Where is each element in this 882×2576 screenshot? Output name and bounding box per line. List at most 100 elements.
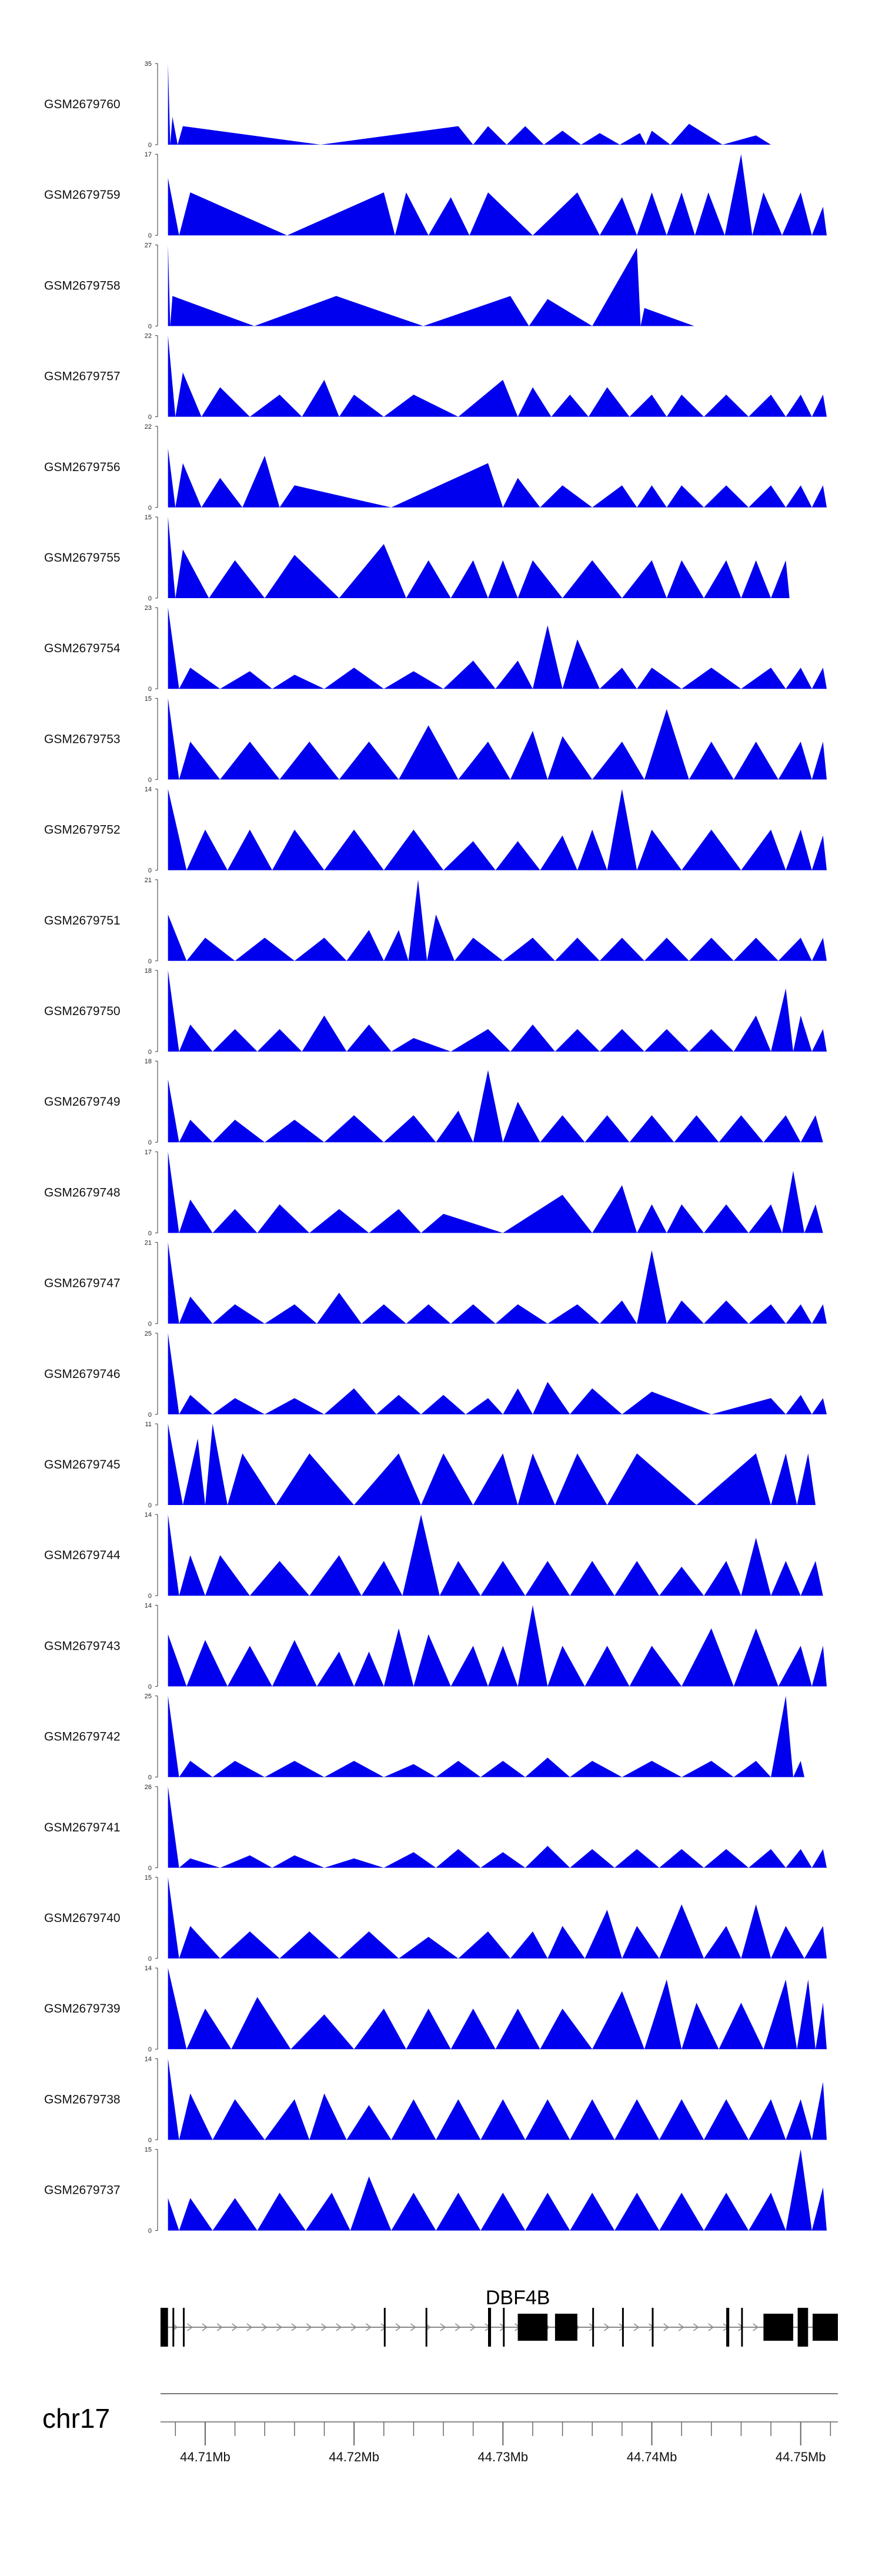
y-max-label: 22	[145, 333, 152, 340]
strand-arrow	[604, 2323, 610, 2331]
y-min-label: 0	[148, 505, 152, 512]
sample-label: GSM2679760	[44, 98, 121, 111]
y-max-label: 18	[145, 967, 152, 975]
sample-label: GSM2679740	[44, 1911, 121, 1925]
sample-label: GSM2679746	[44, 1367, 121, 1381]
y-max-label: 17	[145, 151, 152, 158]
track-GSM2679743: GSM2679743 14 0	[44, 1602, 831, 1690]
strand-arrow	[410, 2323, 416, 2331]
sample-label: GSM2679741	[44, 1821, 121, 1834]
coverage-area	[168, 1786, 831, 1868]
exon	[652, 2308, 654, 2347]
y-min-label: 0	[148, 867, 152, 875]
y-min-label: 0	[148, 1321, 152, 1328]
track-GSM2679747: GSM2679747 21 0	[44, 1240, 831, 1328]
y-min-label: 0	[148, 958, 152, 965]
y-min-label: 0	[148, 142, 152, 149]
axis-tick-label: 44.74Mb	[627, 2450, 677, 2464]
coverage-area	[168, 2058, 831, 2140]
exon	[517, 2314, 548, 2341]
coverage-area	[168, 2149, 831, 2231]
sample-label: GSM2679759	[44, 188, 121, 202]
track-GSM2679754: GSM2679754 23 0	[44, 605, 831, 693]
coverage-area	[168, 245, 744, 326]
track-GSM2679753: GSM2679753 15 0	[44, 695, 831, 783]
strand-arrow	[291, 2323, 298, 2331]
strand-arrow	[753, 2323, 759, 2331]
coverage-area	[168, 879, 831, 961]
coverage-area	[168, 608, 831, 689]
y-min-label: 0	[148, 2137, 152, 2144]
y-max-label: 18	[145, 1058, 152, 1065]
coverage-area	[168, 517, 794, 598]
track-GSM2679737: GSM2679737 15 0	[44, 2147, 831, 2235]
coverage-area	[168, 335, 831, 417]
strand-arrow	[350, 2323, 357, 2331]
y-max-label: 15	[145, 2147, 152, 2154]
y-min-label: 0	[148, 232, 152, 239]
coverage-area	[168, 64, 786, 145]
coverage-area	[168, 1968, 831, 2050]
track-GSM2679745: GSM2679745 11 0	[44, 1421, 823, 1509]
sample-label: GSM2679744	[44, 1549, 121, 1562]
exon	[592, 2308, 594, 2347]
strand-arrow	[693, 2323, 699, 2331]
y-max-label: 35	[145, 61, 152, 68]
y-max-label: 22	[145, 423, 152, 431]
exon	[488, 2308, 492, 2347]
y-max-label: 14	[145, 1511, 152, 1519]
track-GSM2679740: GSM2679740 15 0	[44, 1874, 831, 1963]
track-GSM2679760: GSM2679760 35 0	[44, 61, 786, 149]
y-max-label: 25	[145, 1693, 152, 1700]
track-GSM2679741: GSM2679741 26 0	[44, 1784, 831, 1872]
track-GSM2679748: GSM2679748 17 0	[44, 1149, 831, 1237]
y-min-label: 0	[148, 414, 152, 421]
sample-label: GSM2679745	[44, 1458, 121, 1471]
sample-label: GSM2679742	[44, 1730, 121, 1744]
strand-arrow	[589, 2323, 595, 2331]
sample-label: GSM2679749	[44, 1095, 121, 1109]
exon	[383, 2308, 386, 2347]
sample-label: GSM2679743	[44, 1639, 121, 1653]
coverage-area	[168, 1070, 831, 1143]
y-max-label: 14	[145, 1602, 152, 1609]
track-GSM2679746: GSM2679746 25 0	[44, 1330, 831, 1419]
coverage-area	[168, 1333, 831, 1414]
strand-arrow	[633, 2323, 640, 2331]
coverage-area	[168, 1877, 831, 1958]
strand-arrow	[455, 2323, 461, 2331]
coverage-area	[168, 970, 831, 1052]
sample-label: GSM2679752	[44, 823, 121, 837]
y-max-label: 17	[145, 1149, 152, 1156]
y-min-label: 0	[148, 1412, 152, 1419]
coverage-area	[168, 698, 831, 780]
sample-label: GSM2679739	[44, 2002, 121, 2016]
strand-arrow	[499, 2323, 506, 2331]
y-min-label: 0	[148, 1865, 152, 1872]
sample-label: GSM2679758	[44, 279, 121, 292]
sample-label: GSM2679755	[44, 551, 121, 565]
y-min-label: 0	[148, 1049, 152, 1056]
sample-label: GSM2679748	[44, 1186, 121, 1199]
y-max-label: 11	[145, 1421, 152, 1428]
y-max-label: 21	[145, 1240, 152, 1247]
sample-label: GSM2679747	[44, 1277, 121, 1290]
exon	[797, 2308, 808, 2347]
strand-arrow	[395, 2323, 402, 2331]
y-min-label: 0	[148, 1683, 152, 1690]
strand-arrow	[440, 2323, 446, 2331]
coverage-area	[168, 154, 831, 236]
track-GSM2679739: GSM2679739 14 0	[44, 1965, 831, 2053]
y-max-label: 14	[145, 2056, 152, 2063]
strand-arrow	[708, 2323, 714, 2331]
track-GSM2679756: GSM2679756 22 0	[44, 423, 831, 512]
exon	[741, 2308, 743, 2347]
y-min-label: 0	[148, 1956, 152, 1963]
sample-label: GSM2679754	[44, 642, 121, 655]
y-min-label: 0	[148, 1230, 152, 1237]
coverage-area	[168, 1605, 831, 1687]
exon	[172, 2308, 175, 2347]
y-min-label: 0	[148, 2228, 152, 2235]
coverage-tracks: GSM2679760350GSM2679759170GSM2679758270G…	[44, 61, 831, 2235]
